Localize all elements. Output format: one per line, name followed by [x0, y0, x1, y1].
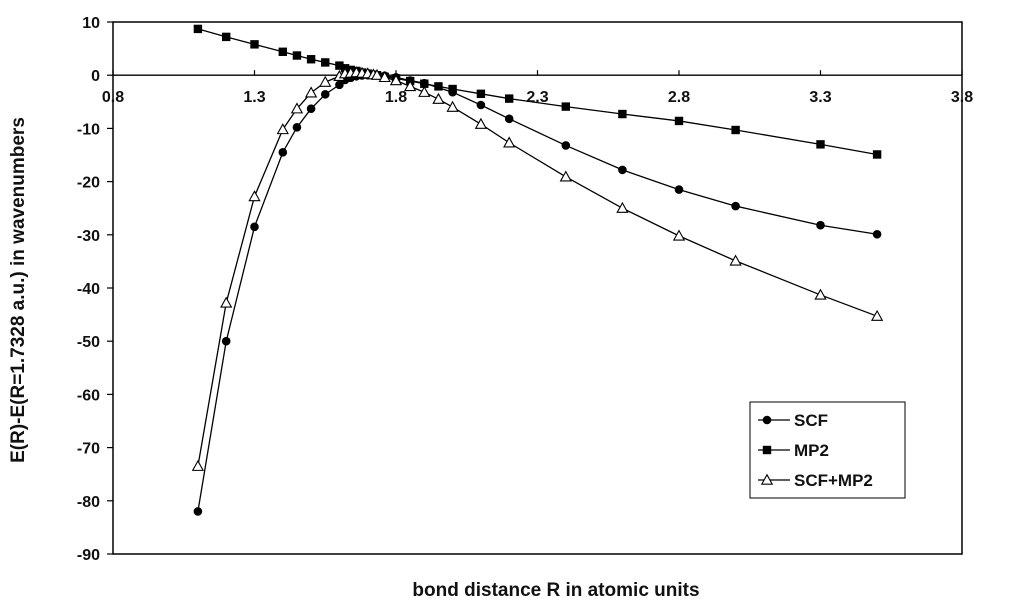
y-tick-label: -80	[77, 494, 100, 511]
data-point	[870, 309, 884, 321]
x-tick-label: 3.8	[951, 89, 973, 106]
data-point	[561, 102, 570, 111]
data-point	[221, 336, 231, 346]
x-axis-title: bond distance R in atomic units	[412, 580, 699, 601]
x-tick-label: 3.3	[809, 89, 831, 106]
data-point	[321, 58, 330, 67]
data-point	[220, 296, 233, 308]
data-point	[674, 185, 684, 194]
data-point	[418, 85, 431, 97]
series-scf-mp2	[191, 66, 884, 471]
y-tick-label: -10	[77, 121, 100, 138]
data-point	[193, 507, 203, 516]
y-tick-label: 10	[82, 15, 100, 32]
data-point	[278, 47, 287, 56]
data-point	[319, 75, 332, 87]
data-point	[503, 136, 516, 148]
legend-label: SCF	[794, 411, 828, 430]
y-axis-title: E(R)-E(R=1.7328 a.u.) in wavenumbers	[8, 117, 29, 463]
data-point	[432, 92, 445, 104]
data-point	[872, 229, 882, 239]
data-point	[389, 74, 403, 86]
data-point	[420, 79, 429, 88]
legend-marker	[762, 445, 772, 455]
legend-marker	[762, 415, 772, 425]
y-tick-label: -70	[77, 441, 100, 458]
data-point	[474, 117, 488, 129]
legend-entry: MP2	[758, 441, 829, 460]
data-point	[618, 165, 627, 175]
x-tick-label: 1.3	[243, 89, 265, 106]
data-point	[222, 32, 231, 42]
data-point	[404, 80, 417, 92]
data-point	[320, 90, 330, 99]
data-point	[816, 220, 825, 230]
y-tick-label: -50	[77, 334, 100, 351]
x-tick-label: 0.8	[102, 89, 124, 106]
data-point	[292, 123, 302, 132]
y-tick-label: -60	[77, 387, 100, 404]
data-point	[434, 82, 443, 91]
data-point	[276, 123, 289, 135]
y-tick-label: -20	[77, 175, 100, 192]
data-point	[729, 254, 742, 266]
data-point	[731, 125, 740, 135]
x-tick-label: 1.8	[385, 89, 407, 106]
data-point	[672, 229, 686, 241]
data-point	[504, 114, 514, 124]
data-point	[446, 100, 459, 112]
data-point	[306, 104, 316, 114]
data-point	[476, 100, 486, 110]
data-point	[872, 150, 882, 159]
data-point	[250, 40, 259, 49]
legend-entry: SCF	[758, 411, 828, 430]
y-tick-label: 0	[91, 68, 100, 85]
legend-label: MP2	[794, 441, 829, 460]
data-point	[814, 288, 827, 300]
data-point	[370, 68, 384, 80]
data-point	[448, 84, 457, 94]
data-point	[378, 70, 391, 83]
data-point	[476, 89, 486, 99]
data-point	[193, 24, 203, 34]
y-tick-label: -40	[77, 281, 100, 298]
y-axis-ticks: 10 0 -10 -20 -30 -40 -50 -60 -70 -80 -90	[77, 15, 113, 564]
data-point	[816, 140, 825, 149]
series-layer	[191, 24, 884, 516]
legend-entry: SCF+MP2	[758, 471, 873, 490]
data-point	[292, 51, 302, 60]
data-point	[191, 459, 205, 471]
legend-marker	[760, 473, 774, 485]
data-point	[616, 201, 629, 213]
data-point	[674, 116, 684, 126]
data-point	[335, 61, 344, 70]
data-point	[306, 55, 316, 64]
data-point	[618, 109, 627, 119]
data-point	[335, 80, 344, 90]
y-tick-label: -30	[77, 228, 100, 245]
y-tick-label: -90	[77, 547, 100, 564]
data-point	[505, 94, 514, 103]
legend: SCF MP2 SCF+MP2	[749, 401, 906, 499]
data-point	[731, 201, 740, 211]
data-point	[278, 148, 288, 157]
data-point	[248, 190, 261, 202]
legend-label: SCF+MP2	[794, 471, 873, 490]
data-point	[290, 102, 304, 114]
data-point	[250, 222, 259, 232]
data-point	[559, 170, 572, 182]
x-tick-label: 2.8	[668, 89, 690, 106]
data-point	[561, 141, 571, 150]
data-point	[304, 86, 318, 98]
